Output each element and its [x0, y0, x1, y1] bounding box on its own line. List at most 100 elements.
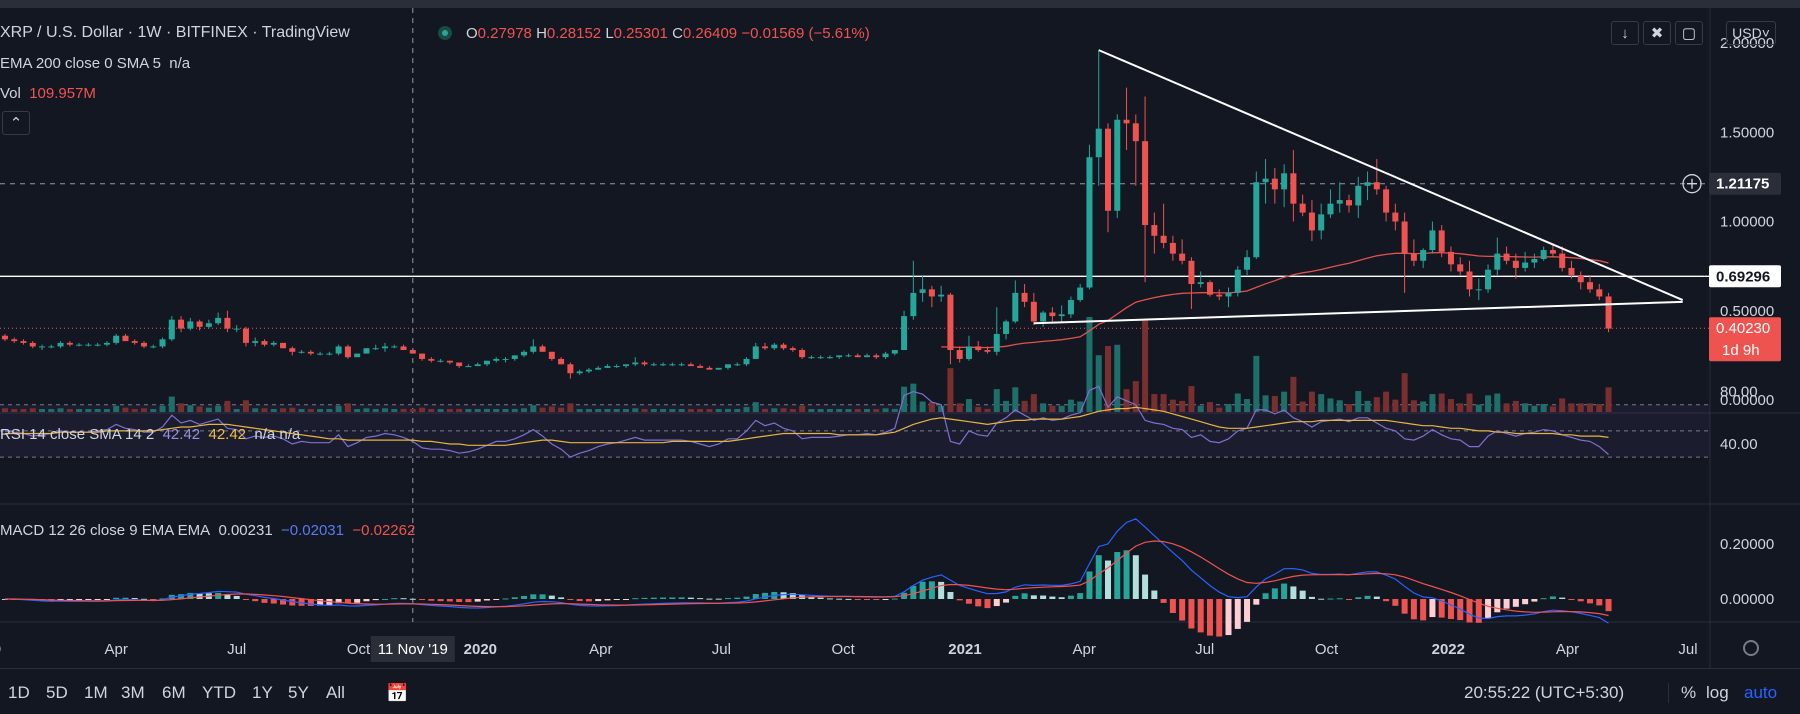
time-tick-label: Apr: [105, 641, 128, 658]
candle-body: [1012, 292, 1019, 322]
line-price-label: 0.69296: [1716, 268, 1770, 285]
time-tick-label: Jul: [1678, 641, 1697, 658]
range-5d-button[interactable]: 5D: [46, 683, 68, 702]
range-3m-button[interactable]: 3M: [121, 683, 145, 702]
volume-bar: [715, 409, 722, 412]
range-1m-button[interactable]: 1M: [84, 683, 108, 702]
symbol-legend[interactable]: XRP / U.S. Dollar · 1W · BITFINEX · Trad…: [0, 24, 350, 41]
candle-body: [1447, 251, 1454, 265]
countdown-label: 1d 9h: [1722, 342, 1760, 359]
candle-body: [984, 350, 991, 352]
candle-body: [1401, 221, 1408, 254]
volume-bar: [1568, 403, 1575, 412]
fullscreen-button[interactable]: ▢: [1675, 21, 1703, 45]
candle-body: [1040, 312, 1047, 322]
download-button[interactable]: ↓: [1611, 21, 1639, 45]
volume-bar: [1503, 403, 1510, 412]
volume-bar: [706, 409, 713, 412]
candle-body: [372, 348, 379, 350]
candle-body: [1114, 119, 1121, 211]
range-1y-button[interactable]: 1Y: [252, 683, 273, 702]
macd-histogram-bar: [660, 597, 667, 599]
candle-body: [103, 342, 110, 345]
macd-histogram-bar: [576, 599, 583, 602]
crosshair-date-bg: [370, 636, 455, 662]
ema-legend[interactable]: EMA 200 close 0 SMA 5 n/a: [0, 55, 191, 72]
macd-histogram-bar: [502, 598, 509, 600]
candle-body: [1244, 257, 1251, 270]
percent-toggle[interactable]: %: [1668, 683, 1696, 703]
time-tick-label: 9: [0, 641, 1, 658]
volume-bar: [1003, 400, 1010, 412]
candle-body: [400, 346, 407, 351]
macd-tick-label: 0.00000: [1720, 591, 1774, 608]
volume-bar: [1429, 394, 1436, 412]
auto-toggle[interactable]: auto: [1744, 683, 1778, 702]
candle-body: [1169, 242, 1176, 254]
range-ytd-button[interactable]: YTD: [202, 683, 236, 702]
volume-bar: [1327, 398, 1334, 412]
macd-histogram-bar: [595, 599, 602, 602]
candle-body: [1105, 128, 1112, 211]
symbol-title[interactable]: XRP / U.S. Dollar: [0, 24, 124, 41]
macd-histogram-bar: [1401, 599, 1408, 614]
candle-body: [1262, 178, 1269, 183]
candle-body: [252, 341, 259, 343]
macd-line-value: −0.02031: [281, 522, 344, 539]
volume-bar: [752, 402, 759, 412]
volume-bar: [1012, 387, 1019, 412]
add-alert-icon: [1682, 174, 1702, 194]
candle-body: [1123, 119, 1130, 124]
ema-200-line: [941, 252, 1609, 349]
range-all-button[interactable]: All: [326, 683, 345, 702]
candle-body: [817, 357, 824, 359]
volume-bar: [817, 409, 824, 412]
macd-histogram-bar: [1012, 595, 1019, 599]
candle-body: [483, 360, 490, 365]
range-6m-button[interactable]: 6M: [162, 683, 186, 702]
volume-legend[interactable]: Vol 109.957M: [0, 85, 96, 102]
macd-histogram-bar: [1077, 593, 1084, 599]
log-toggle[interactable]: log: [1706, 683, 1729, 702]
currency-selector[interactable]: USD ˅: [1726, 21, 1776, 45]
candle-body: [1392, 212, 1399, 222]
macd-histogram-bar: [224, 594, 231, 599]
currency-label: USD: [1732, 25, 1762, 41]
macd-histogram-bar: [94, 599, 101, 600]
candle-body: [280, 342, 287, 349]
candle-body: [678, 364, 685, 366]
macd-histogram-bar: [1522, 599, 1529, 605]
macd-histogram-bar: [1420, 599, 1427, 621]
date-range-icon[interactable]: 📅: [386, 683, 409, 703]
volume-bar: [975, 407, 982, 412]
volume-bar: [474, 409, 481, 412]
macd-histogram-bar: [845, 598, 852, 600]
macd-histogram-bar: [122, 597, 129, 599]
candle-body: [622, 364, 629, 367]
volume-bar: [1512, 400, 1519, 412]
collapse-legend-button[interactable]: ⌃: [2, 111, 30, 135]
volume-bar: [1336, 400, 1343, 412]
range-5y-button[interactable]: 5Y: [288, 683, 309, 702]
range-1d-button[interactable]: 1D: [8, 683, 30, 702]
macd-histogram-bar: [381, 598, 388, 600]
volume-bar: [1095, 355, 1102, 412]
clock-time[interactable]: 20:55:22 (UTC+5:30): [1464, 683, 1625, 702]
candle-body: [1197, 282, 1204, 284]
volume-bar: [1420, 401, 1427, 412]
candle-body: [530, 346, 537, 352]
collapse-button[interactable]: ✖: [1643, 21, 1671, 45]
macd-legend[interactable]: MACD 12 26 close 9 EMA EMA 0.00231 −0.02…: [0, 522, 416, 539]
macd-histogram-bar: [1392, 599, 1399, 606]
chart-canvas[interactable]: 2.000001.500001.000000.500000.0000080.00…: [0, 8, 1800, 668]
crosshair-price-label-bg: [1709, 172, 1781, 195]
rsi-legend[interactable]: RSI 14 close SMA 14 2 42.42 42.42 n/a n/…: [0, 426, 301, 443]
source-label: TradingView: [261, 24, 350, 41]
candle-body: [335, 346, 342, 354]
candle-body: [465, 366, 472, 368]
macd-histogram-bar: [1142, 574, 1149, 599]
candle-body: [363, 348, 370, 354]
volume-bar: [131, 409, 138, 412]
candle-body: [1355, 185, 1362, 206]
volume-bar: [298, 409, 305, 412]
